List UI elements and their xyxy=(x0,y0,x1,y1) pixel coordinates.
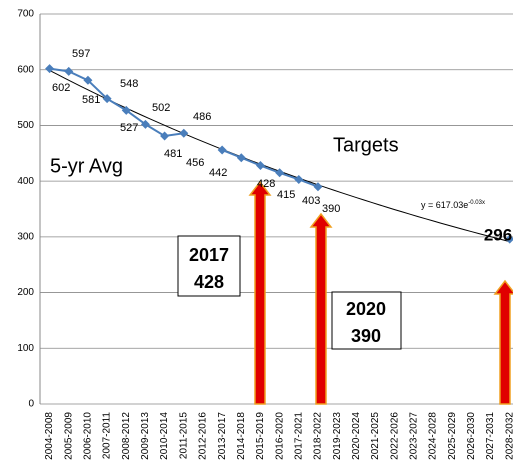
marker xyxy=(255,161,265,171)
x-tick-label: 2004-2008 xyxy=(44,412,55,460)
x-tick-label: 2006-2010 xyxy=(83,412,94,460)
data-label: 415 xyxy=(277,189,295,201)
data-label: 442 xyxy=(209,167,227,179)
marker xyxy=(64,66,74,76)
x-tick-label: 2010-2014 xyxy=(159,412,170,460)
marker xyxy=(140,119,150,129)
data-label: 456 xyxy=(186,157,204,169)
box-text: 390 xyxy=(351,326,381,346)
data-label: 548 xyxy=(120,78,138,90)
marker xyxy=(505,234,513,244)
x-tick-label: 2023-2027 xyxy=(408,412,419,460)
x-tick-label: 2011-2015 xyxy=(178,412,189,460)
x-tick-label: 2015-2019 xyxy=(255,412,266,460)
x-tick-label: 2024-2028 xyxy=(428,412,439,460)
data-label: 597 xyxy=(72,48,90,60)
x-tick-label: 2020-2024 xyxy=(351,412,362,460)
series-label: 5-yr Avg xyxy=(50,155,123,177)
x-tick-label: 2012-2016 xyxy=(198,412,209,460)
x-tick-label: 2016-2020 xyxy=(274,412,285,460)
x-tick-label: 2022-2026 xyxy=(389,412,400,460)
marker xyxy=(160,131,170,141)
series-line xyxy=(50,69,510,239)
equation-base: y = 617.03e xyxy=(421,200,468,210)
data-label: 581 xyxy=(82,94,100,106)
x-tick-label: 2026-2030 xyxy=(466,412,477,460)
box-text: 2020 xyxy=(346,299,386,319)
trend-equation: y = 617.03e-0.03x xyxy=(421,200,485,211)
targets-label: Targets xyxy=(333,134,399,156)
box xyxy=(331,291,402,350)
x-tick-label: 2019-2023 xyxy=(332,412,343,460)
target-arrow xyxy=(493,279,513,405)
x-tick-label: 2008-2012 xyxy=(121,412,132,460)
marker xyxy=(121,105,131,115)
data-label: 527 xyxy=(120,122,138,134)
x-tick-label: 2007-2011 xyxy=(102,412,113,460)
box xyxy=(177,235,241,297)
data-label: 486 xyxy=(193,111,211,123)
x-tick-label: 2021-2025 xyxy=(370,412,381,460)
x-tick-label: 2018-2022 xyxy=(313,412,324,460)
y-tick-label: 400 xyxy=(17,176,34,187)
y-tick-label: 300 xyxy=(17,231,34,242)
x-tick-label: 2017-2021 xyxy=(293,412,304,460)
data-label: 602 xyxy=(52,82,70,94)
data-label: 403 xyxy=(302,195,320,207)
y-tick-label: 100 xyxy=(17,343,34,354)
x-tick-label: 2027-2031 xyxy=(485,412,496,460)
box-text: 428 xyxy=(194,272,224,292)
marker xyxy=(313,182,323,192)
marker xyxy=(217,145,227,155)
marker xyxy=(294,174,304,184)
data-label: 296 xyxy=(484,225,512,244)
y-tick-label: 500 xyxy=(17,120,34,131)
data-label: 502 xyxy=(152,102,170,114)
data-label: 481 xyxy=(164,148,182,160)
y-tick-label: 0 xyxy=(28,399,34,410)
marker xyxy=(102,94,112,104)
equation-exponent: -0.03x xyxy=(468,200,485,206)
marker xyxy=(179,128,189,138)
target-arrow xyxy=(309,212,333,405)
y-tick-label: 200 xyxy=(17,287,34,298)
x-tick-label: 2028-2032 xyxy=(504,412,513,460)
x-tick-label: 2025-2029 xyxy=(447,412,458,460)
marker xyxy=(45,64,55,74)
arrows xyxy=(248,180,513,405)
marker xyxy=(275,168,285,178)
data-label: 390 xyxy=(322,203,340,215)
x-tick-label: 2013-2017 xyxy=(217,412,228,460)
box-text: 2017 xyxy=(189,245,229,265)
y-tick-label: 600 xyxy=(17,64,34,75)
x-tick-label: 2014-2018 xyxy=(236,412,247,460)
marker xyxy=(236,153,246,163)
y-tick-label: 700 xyxy=(17,9,34,20)
target-arrow xyxy=(248,180,272,405)
x-tick-label: 2005-2009 xyxy=(63,412,74,460)
marker xyxy=(83,75,93,85)
x-tick-label: 2009-2013 xyxy=(140,412,151,460)
data-label: 428 xyxy=(257,178,275,190)
